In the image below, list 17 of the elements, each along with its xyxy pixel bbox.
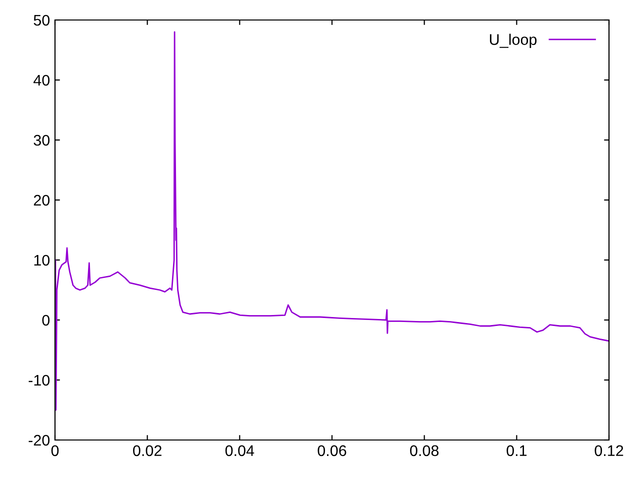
- x-tick-label: 0: [51, 445, 59, 456]
- y-tick-label: 50: [34, 14, 50, 26]
- y-tick-label: -10: [28, 374, 50, 386]
- y-tick-label: 40: [34, 74, 50, 86]
- x-tick-label: 0.12: [594, 445, 624, 456]
- x-tick-label: 0.1: [506, 445, 527, 456]
- x-tick-label: 0.04: [225, 445, 254, 456]
- legend-label: U_loop: [490, 34, 537, 48]
- line-series: [55, 31, 609, 411]
- y-tick-label: 0: [42, 314, 50, 326]
- y-tick-label: 10: [34, 254, 50, 266]
- y-tick-label: 20: [34, 194, 50, 206]
- y-tick-label: -20: [28, 434, 50, 446]
- x-tick-label: 0.08: [410, 445, 439, 456]
- x-tick-label: 0.06: [318, 445, 346, 456]
- y-tick-label: 30: [34, 134, 50, 146]
- x-tick-label: 0.02: [133, 445, 162, 456]
